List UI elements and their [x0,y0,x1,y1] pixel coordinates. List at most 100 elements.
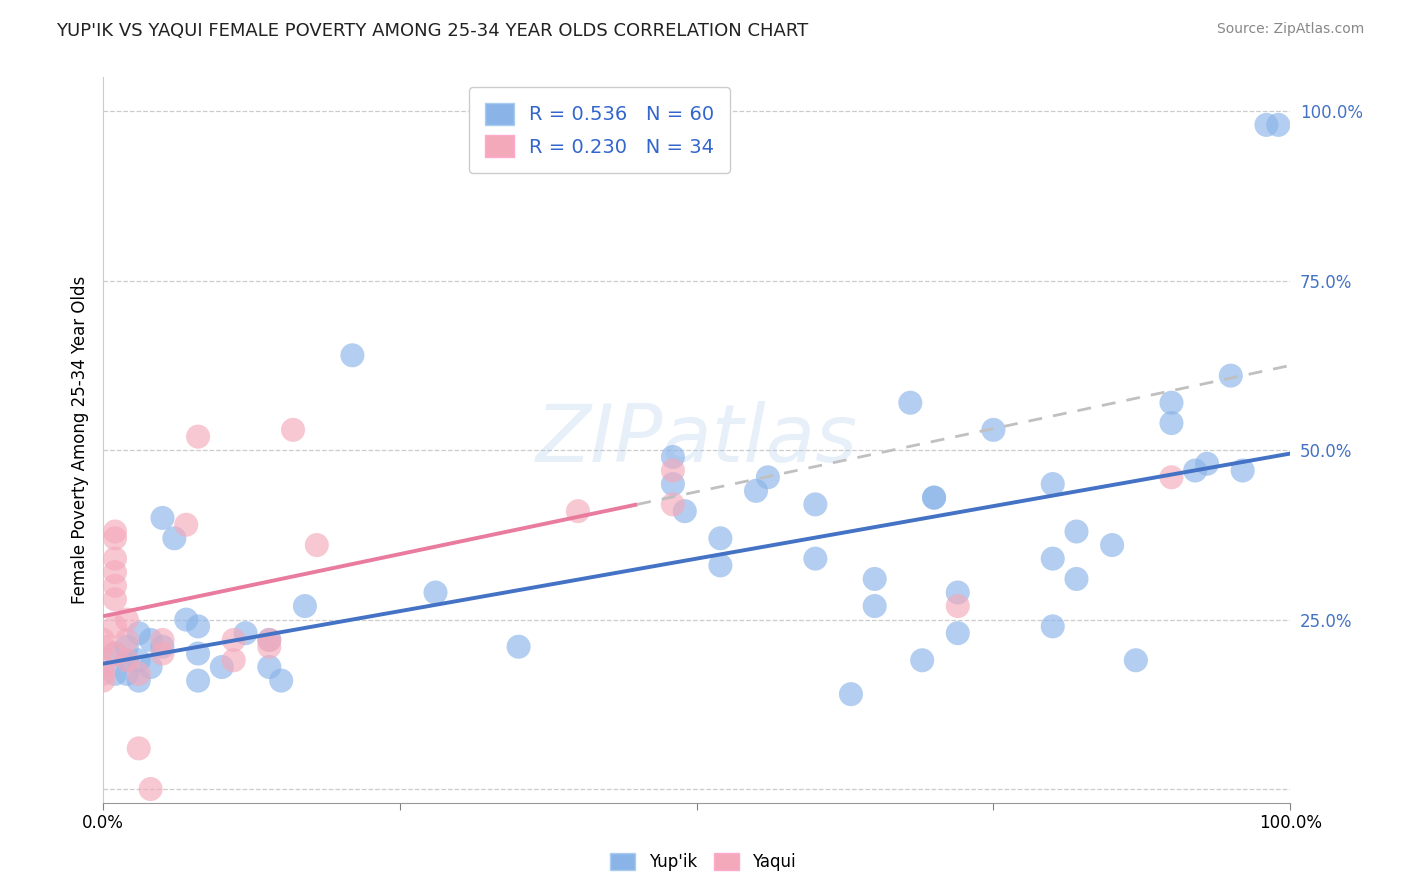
Point [662,497,685,511]
Point [673,504,696,518]
Point [152,632,174,647]
Point [804,551,827,566]
Point [922,491,945,505]
Point [187,673,209,688]
Point [139,782,162,797]
Point [745,483,768,498]
Point [115,632,138,647]
Legend: Yup'ik, Yaqui: Yup'ik, Yaqui [602,845,804,880]
Point [508,640,530,654]
Point [946,585,969,599]
Point [1232,463,1254,477]
Point [983,423,1005,437]
Point [1125,653,1147,667]
Point [922,491,945,505]
Point [1066,572,1088,586]
Point [104,531,127,545]
Point [128,653,150,667]
Point [174,517,197,532]
Point [115,653,138,667]
Point [104,666,127,681]
Point [898,396,921,410]
Point [756,470,779,484]
Point [270,673,292,688]
Point [104,647,127,661]
Point [259,640,281,654]
Point [863,599,886,613]
Y-axis label: Female Poverty Among 25-34 Year Olds: Female Poverty Among 25-34 Year Olds [72,276,89,604]
Point [128,741,150,756]
Point [115,666,138,681]
Point [152,640,174,654]
Point [128,666,150,681]
Point [91,660,114,674]
Point [115,653,138,667]
Point [1219,368,1241,383]
Point [235,626,257,640]
Text: YUP'IK VS YAQUI FEMALE POVERTY AMONG 25-34 YEAR OLDS CORRELATION CHART: YUP'IK VS YAQUI FEMALE POVERTY AMONG 25-… [56,22,808,40]
Point [1160,416,1182,430]
Point [662,450,685,464]
Point [174,613,197,627]
Point [1042,477,1064,491]
Point [259,632,281,647]
Point [1197,457,1219,471]
Point [662,477,685,491]
Point [1256,118,1278,132]
Point [128,626,150,640]
Point [91,640,114,654]
Point [104,565,127,579]
Point [104,551,127,566]
Point [567,504,589,518]
Point [104,592,127,607]
Point [1066,524,1088,539]
Point [946,626,969,640]
Point [152,647,174,661]
Point [1042,619,1064,633]
Point [281,423,304,437]
Point [104,647,127,661]
Text: ZIPatlas: ZIPatlas [536,401,858,479]
Point [187,647,209,661]
Point [294,599,316,613]
Point [115,613,138,627]
Point [211,660,233,674]
Legend: R = 0.536   N = 60, R = 0.230   N = 34: R = 0.536 N = 60, R = 0.230 N = 34 [470,87,730,173]
Point [709,558,731,573]
Point [1101,538,1123,552]
Point [128,673,150,688]
Point [1184,463,1206,477]
Point [139,632,162,647]
Point [911,653,934,667]
Point [709,531,731,545]
Point [139,660,162,674]
Point [342,348,364,362]
Point [1160,396,1182,410]
Point [425,585,447,599]
Point [259,660,281,674]
Point [662,463,685,477]
Point [222,653,245,667]
Point [305,538,328,552]
Point [1160,470,1182,484]
Point [104,524,127,539]
Point [222,632,245,647]
Point [163,531,186,545]
Point [104,619,127,633]
Point [104,579,127,593]
Point [115,640,138,654]
Point [187,619,209,633]
Text: Source: ZipAtlas.com: Source: ZipAtlas.com [1216,22,1364,37]
Point [91,666,114,681]
Point [91,632,114,647]
Point [804,497,827,511]
Point [152,511,174,525]
Point [1267,118,1289,132]
Point [187,429,209,443]
Point [863,572,886,586]
Point [1042,551,1064,566]
Point [946,599,969,613]
Point [259,632,281,647]
Point [839,687,862,701]
Point [91,673,114,688]
